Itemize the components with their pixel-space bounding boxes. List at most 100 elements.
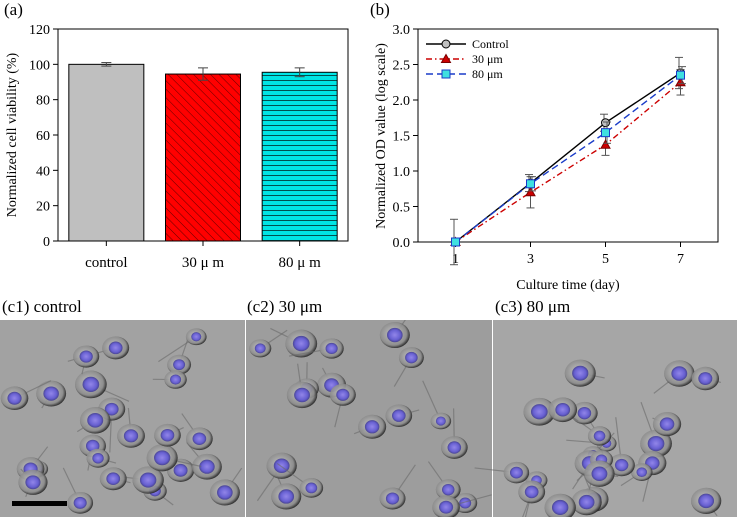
x-tick-label: 1 (452, 252, 459, 267)
line-chart-frame (417, 28, 719, 243)
panel-a-label: (a) (4, 0, 23, 19)
cell-nucleus (139, 472, 157, 488)
x-tick-label: 3 (527, 252, 534, 267)
cell-nucleus (170, 374, 182, 385)
series-line (455, 74, 681, 243)
cell-nucleus (447, 441, 462, 454)
cell-nucleus (555, 402, 571, 417)
cell-nucleus (73, 496, 87, 509)
y-tick-label: 40 (36, 164, 50, 179)
series-line (455, 81, 681, 243)
x-tick-label: 5 (602, 252, 609, 267)
cell-nucleus (92, 453, 104, 464)
cell-nucleus (278, 489, 295, 504)
bar-chart-viability: Normalized cell viability (%) 0 20 40 60 80 1… (5, 23, 349, 271)
cell-nucleus (254, 343, 266, 354)
y-tick-label: 120 (29, 23, 50, 38)
line-chart-xlabel: Culture time (day) (516, 278, 620, 293)
cell-nucleus (698, 372, 713, 385)
x-tick-label: control (85, 255, 128, 271)
micrograph-strip (0, 320, 737, 517)
legend-label: 80 μm (472, 67, 503, 81)
cell-nucleus (405, 351, 418, 364)
y-tick-label: 0.5 (393, 201, 411, 216)
cell-nucleus (123, 429, 139, 443)
legend-label: 30 μm (472, 52, 503, 66)
data-point (601, 128, 610, 138)
line-chart-od: Normalized OD value (log scale) Culture … (374, 23, 719, 293)
cell-nucleus (217, 485, 233, 500)
legend-marker (441, 39, 451, 49)
legend-label: Control (472, 37, 509, 51)
cell-nucleus (387, 327, 403, 343)
cell-nucleus (336, 388, 350, 401)
cell-nucleus (364, 420, 380, 434)
panel-c3-label: (c3) 80 μm (495, 297, 571, 316)
cell-nucleus (578, 494, 595, 510)
cell-nucleus (671, 366, 688, 381)
cell-nucleus (173, 463, 188, 477)
cell-nucleus (108, 341, 123, 355)
cell-nucleus (294, 387, 310, 403)
y-tick-label: 1.5 (393, 130, 411, 145)
cell-nucleus (82, 376, 100, 393)
cell-nucleus (392, 409, 406, 422)
cell-nucleus (524, 485, 539, 499)
cell-nucleus (659, 417, 675, 431)
y-tick-label: 60 (36, 129, 50, 144)
panel-c1-label: (c1) control (2, 297, 82, 316)
cell-nucleus (43, 386, 59, 401)
cell-nucleus (192, 432, 207, 445)
bar (165, 73, 241, 242)
cell-nucleus (191, 332, 202, 342)
x-tick-label: 80 μ m (279, 255, 322, 271)
data-point (451, 237, 460, 247)
panel-b-label: (b) (370, 0, 390, 19)
cell-nucleus (509, 466, 523, 479)
y-tick-label: 1.0 (393, 165, 411, 180)
bar (68, 63, 145, 242)
y-tick-label: 80 (36, 94, 50, 109)
cell-nucleus (154, 450, 171, 466)
micrograph-c1 (0, 320, 245, 517)
x-tick-label: 30 μ m (182, 255, 225, 271)
cell-nucleus (325, 342, 338, 355)
legend-marker (440, 53, 452, 63)
y-tick-label: 100 (29, 58, 50, 73)
cell-nucleus (551, 499, 569, 515)
cell-nucleus (435, 416, 446, 426)
cell-nucleus (441, 483, 455, 496)
micrograph-c2 (246, 320, 492, 517)
cell-nucleus (292, 335, 310, 352)
cell-nucleus (173, 359, 186, 371)
panel-c2-label: (c2) 30 μm (247, 297, 323, 316)
cell-nucleus (87, 413, 104, 428)
cell-nucleus (572, 365, 589, 381)
y-tick-label: 2.5 (393, 59, 411, 74)
y-tick-label: 0.0 (393, 236, 411, 251)
bar (261, 71, 338, 242)
y-tick-label: 2.0 (393, 94, 411, 109)
cell-nucleus (530, 404, 548, 420)
cell-nucleus (698, 493, 715, 509)
data-point (525, 186, 536, 197)
cell-nucleus (305, 482, 318, 494)
cell-nucleus (577, 406, 592, 420)
y-tick-label: 20 (36, 200, 50, 215)
cell-nucleus (647, 435, 665, 452)
charts-canvas: Normalized cell viability (%) 0 20 40 60 80 1… (5, 23, 719, 293)
cell-nucleus (7, 391, 22, 405)
scale-bar (12, 501, 67, 506)
cell-nucleus (459, 497, 472, 509)
cell-nucleus (385, 492, 400, 505)
cell-nucleus (591, 466, 608, 481)
micrograph-c3 (474, 320, 737, 517)
cell-nucleus (199, 459, 215, 474)
line-chart-ylabel: Normalized OD value (log scale) (374, 43, 389, 229)
data-point (526, 179, 535, 189)
cell-nucleus (79, 350, 93, 363)
cell-nucleus (614, 458, 629, 472)
y-tick-label: 0 (43, 235, 50, 250)
cell-nucleus (106, 472, 121, 486)
legend-marker (441, 69, 451, 79)
